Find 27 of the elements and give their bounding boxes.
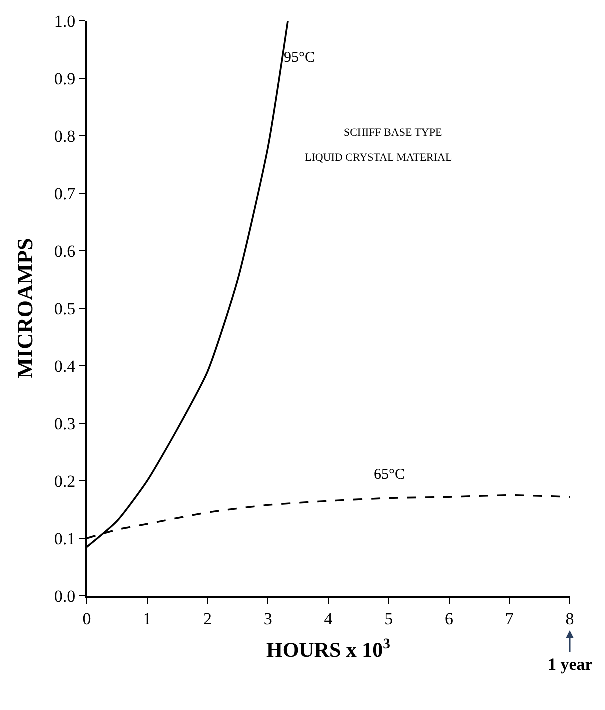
x-tick-label: 4 [324, 609, 334, 628]
x-tick-label: 1 [143, 609, 152, 628]
annotation: LIQUID CRYSTAL MATERIAL [305, 152, 452, 164]
y-tick-label: 0.6 [54, 242, 76, 261]
y-tick-label: 0.5 [54, 299, 76, 318]
annotation: 65°C [374, 467, 406, 483]
text: 1 year [548, 655, 594, 674]
y-tick-label: 0.3 [54, 414, 76, 434]
x-tick-label: 5 [384, 609, 394, 628]
y-tick-label: 0.0 [54, 586, 76, 606]
x-tick-label: 3 [264, 609, 272, 628]
y-axis-title: MICROAMPS [12, 238, 38, 379]
y-tick-label: 0.4 [54, 356, 76, 376]
annotation: 95°C [284, 50, 316, 66]
x-tick-label: 6 [445, 609, 454, 628]
x-tick-label: 8 [566, 609, 574, 628]
y-tick-label: 1.0 [54, 12, 76, 31]
x-tick-label: 0 [82, 609, 92, 628]
y-tick-label: 0.7 [54, 184, 76, 204]
x-tick-label: 2 [204, 609, 212, 628]
y-tick-label: 0.2 [54, 472, 76, 491]
x-axis-title: HOURS x 10$^{3}$ [266, 636, 391, 662]
y-tick-label: 0.8 [54, 126, 76, 146]
y-tick-label: 0.9 [54, 69, 76, 88]
annotation: SCHIFF BASE TYPE [344, 127, 442, 139]
x-tick-label: 7 [505, 609, 514, 628]
y-tick-label: 0.1 [54, 529, 76, 548]
